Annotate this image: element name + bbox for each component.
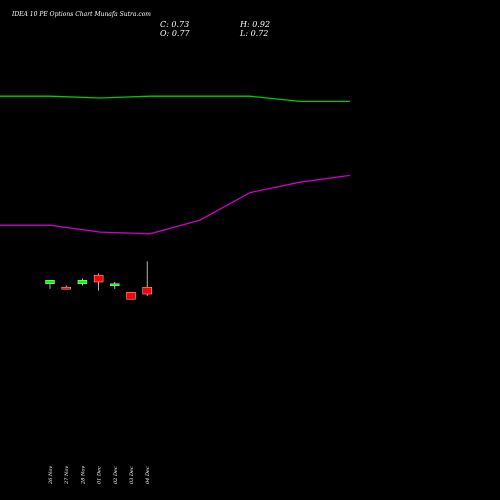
x-tick-label: 26 Nov [48, 466, 54, 485]
x-tick-label: 27 Nov [64, 466, 70, 485]
close-readout: C: 0.73 [160, 20, 189, 29]
open-value: 0.77 [171, 29, 190, 38]
low-value: 0.72 [250, 29, 269, 38]
candle-body-4 [93, 274, 104, 283]
x-tick-label: 04 Dec [145, 466, 151, 484]
close-value: 0.73 [171, 20, 190, 29]
candle-body-2 [61, 286, 71, 290]
x-tick-label: 02 Dec [113, 466, 119, 484]
candle-body-6 [126, 292, 136, 300]
chart-title: IDEA 10 PE Options Chart Munafa Sutra.co… [12, 11, 151, 18]
candle-body-5 [110, 283, 120, 286]
overlay-line-1 [0, 95, 350, 103]
high-readout: H: 0.92 [240, 20, 270, 29]
candle-body-1 [45, 280, 55, 284]
candle-body-7 [142, 286, 152, 295]
high-value: 0.92 [252, 20, 271, 29]
low-label: L: [240, 29, 249, 38]
open-label: O: [160, 29, 170, 38]
x-tick-label: 03 Dec [129, 466, 135, 484]
high-label: H: [240, 20, 250, 29]
close-label: C: [160, 20, 169, 29]
open-readout: O: 0.77 [160, 29, 190, 38]
x-tick-label: 01 Dec [97, 466, 103, 484]
low-readout: L: 0.72 [240, 29, 268, 38]
candle-body-3 [77, 280, 88, 284]
x-tick-label: 28 Nov [80, 466, 86, 485]
overlay-line-2 [0, 174, 351, 235]
